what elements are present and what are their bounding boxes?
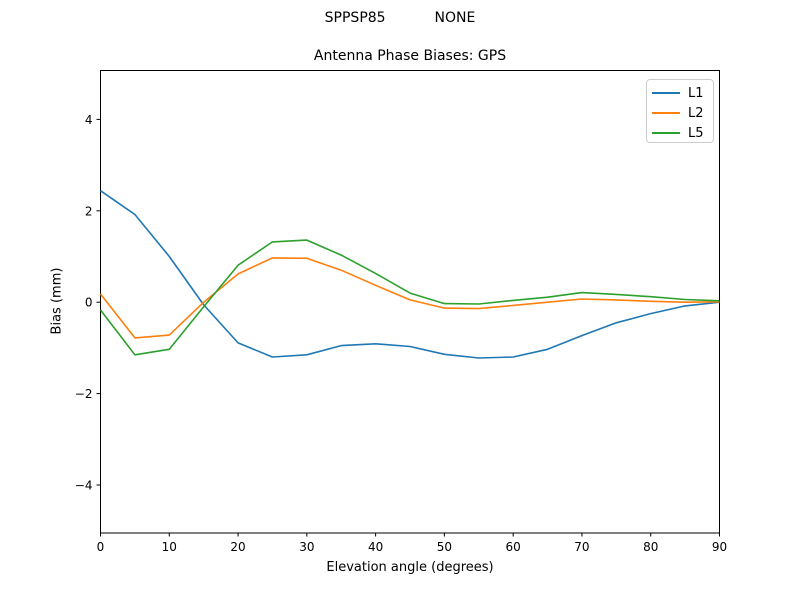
x-tick-label: 0 — [97, 540, 105, 554]
x-tick-label: 20 — [230, 540, 245, 554]
x-axis-label: Elevation angle (degrees) — [326, 560, 494, 575]
x-tick-label: 40 — [368, 540, 383, 554]
x-tick-label: 70 — [574, 540, 589, 554]
y-tick-label: 4 — [85, 113, 93, 127]
legend-item-L2: L2 — [652, 103, 713, 123]
x-tick-label: 10 — [162, 540, 177, 554]
x-tick-label: 50 — [437, 540, 452, 554]
series-line-L5 — [99, 239, 720, 356]
y-tick-label: −2 — [75, 387, 93, 401]
legend-label-L5: L5 — [688, 125, 704, 141]
y-tick-label: −4 — [75, 479, 93, 493]
axes-frame — [100, 70, 720, 534]
legend: L1 L2 L5 — [646, 79, 714, 143]
series-line-L2 — [99, 257, 720, 339]
legend-label-L2: L2 — [688, 105, 704, 121]
x-tick-label: 60 — [506, 540, 521, 554]
y-axis-label: Bias (mm) — [49, 267, 65, 335]
legend-item-L5: L5 — [652, 123, 713, 143]
x-tick-label: 80 — [643, 540, 658, 554]
x-tick-label: 30 — [299, 540, 314, 554]
y-tick-label: 2 — [85, 204, 93, 218]
x-tick-label: 90 — [712, 540, 727, 554]
legend-line-sample-L2 — [652, 112, 680, 114]
legend-label-L1: L1 — [688, 85, 704, 101]
legend-line-sample-L5 — [652, 132, 680, 134]
figure-suptitle: SPPSP85 NONE — [324, 10, 476, 26]
chart-title: Antenna Phase Biases: GPS — [313, 48, 507, 64]
y-tick-label: 0 — [85, 296, 93, 310]
series-line-L1 — [100, 190, 720, 359]
legend-item-L1: L1 — [652, 83, 713, 103]
legend-line-sample-L1 — [652, 92, 680, 94]
